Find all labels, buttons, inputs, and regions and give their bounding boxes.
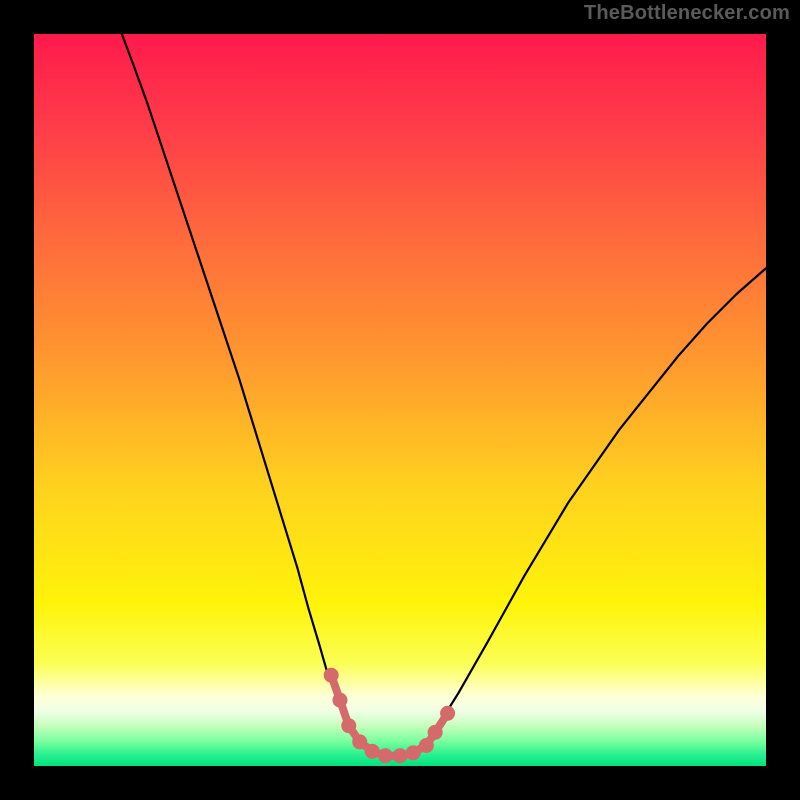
optimal-range-marker [378,748,393,763]
optimal-range-marker [365,744,380,759]
optimal-range-marker [341,718,356,733]
optimal-range-marker [332,693,347,708]
optimal-range-marker [440,706,455,721]
optimal-range-marker [352,734,367,749]
optimal-range-marker [419,738,434,753]
chart-frame: TheBottlenecker.com [0,0,800,800]
optimal-range-marker [324,668,339,683]
optimal-range-marker [428,725,443,740]
chart-svg [34,34,766,766]
watermark-text: TheBottlenecker.com [584,2,790,25]
gradient-background [34,34,766,766]
optimal-range-marker [393,748,408,763]
plot-area [34,34,766,766]
optimal-range-marker [406,745,421,760]
